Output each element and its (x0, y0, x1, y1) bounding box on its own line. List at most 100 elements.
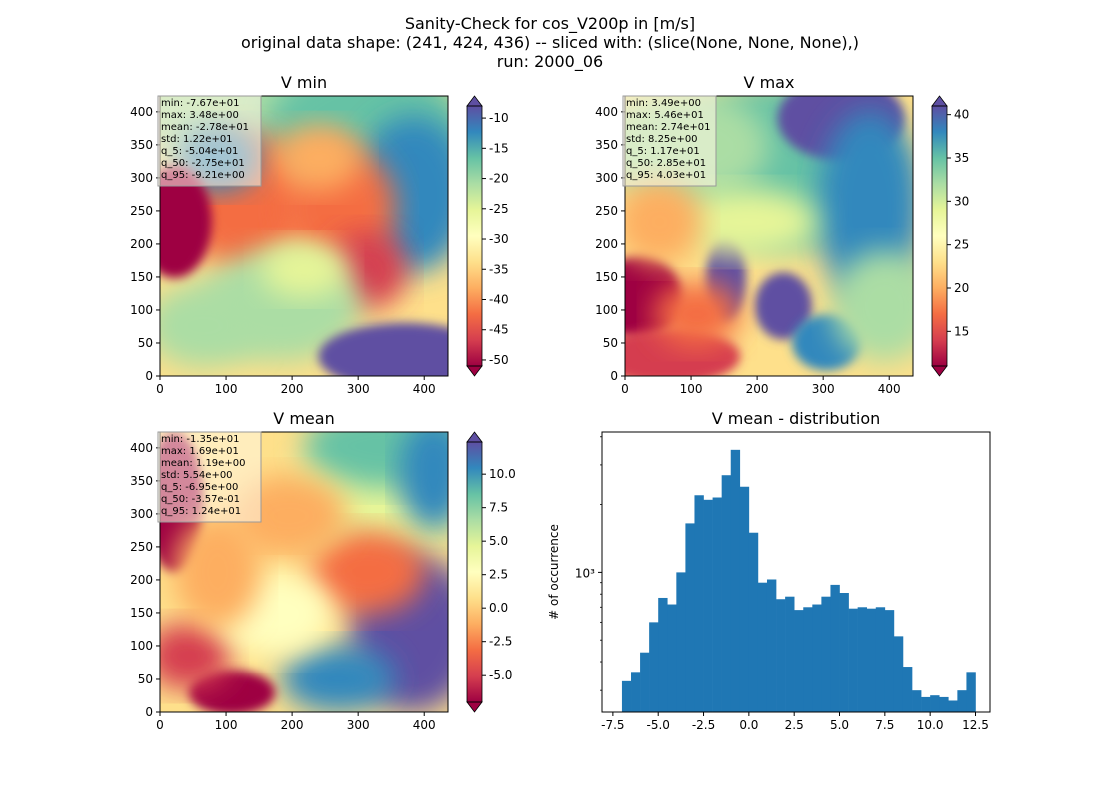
heatmap-region (399, 432, 448, 530)
x-tick-label: 200 (281, 382, 304, 396)
histogram-bar (884, 610, 895, 712)
heatmap-region (625, 180, 703, 264)
colorbar-frame (931, 105, 948, 367)
y-tick-label: 400 (130, 105, 153, 119)
heatmap-region (832, 250, 913, 362)
histogram-bar (912, 690, 922, 712)
y-tick-label: 350 (595, 138, 618, 152)
colorbar-gradient (467, 106, 482, 366)
y-axis: 10³ # of occurrence (547, 436, 602, 691)
histogram-bar (902, 667, 913, 712)
stats-line: q_95: -9.21e+00 (161, 170, 245, 181)
y-tick-label: 250 (130, 204, 153, 218)
colorbar-tick-label: 15 (954, 324, 969, 338)
histogram-bar (875, 607, 886, 712)
histogram-bar (803, 607, 813, 712)
histogram-bar (821, 596, 831, 712)
colorbar-tick-label: -40 (489, 292, 509, 306)
y-tick-label: 400 (595, 105, 618, 119)
colorbar-tick-label: 10.0 (489, 467, 516, 481)
y-tick-label: 10³ (575, 566, 595, 580)
colorbar-tick-label: -45 (489, 323, 509, 337)
panel-title: V mean (273, 409, 334, 428)
colorbar-tick-label: -10 (489, 111, 509, 125)
heatmap-region (160, 166, 212, 278)
y-tick-label: 0 (145, 705, 153, 719)
colorbar-tick-label: 25 (954, 238, 969, 252)
y-axis: 0 50 100 150 200 250 300 350 400 (595, 105, 625, 383)
x-tick-label: -5.0 (646, 718, 669, 732)
colorbar: -5.0 -2.5 0.0 2.5 5.0 7.5 10.0 (466, 431, 516, 713)
colorbar-frame (466, 441, 483, 703)
histogram-bar (966, 672, 976, 712)
heatmap-region (160, 622, 232, 690)
heatmap-region (275, 124, 362, 192)
y-tick-label: 200 (130, 237, 153, 251)
x-tick-label: 0.0 (739, 718, 758, 732)
stats-line: q_50: -2.75e+01 (161, 158, 245, 169)
heatmap-region (673, 188, 818, 256)
y-tick-label: 350 (130, 138, 153, 152)
histogram-bar (866, 608, 877, 712)
x-tick-label: 400 (878, 382, 901, 396)
figure-title-line-2: original data shape: (241, 424, 436) -- … (241, 33, 859, 52)
histogram-bar (658, 597, 668, 712)
axes-frame (624, 95, 914, 377)
colorbar-tick-label: 5.0 (489, 534, 508, 548)
colorbar-tick-label: 30 (954, 194, 969, 208)
stats-line: min: -7.67e+01 (161, 98, 240, 109)
y-tick-label: 50 (138, 672, 153, 686)
colorbar-tick-label: -15 (489, 141, 509, 155)
stats-line: q_5: -6.95e+00 (161, 482, 238, 493)
y-tick-label: 0 (610, 369, 618, 383)
histogram-bar (739, 486, 750, 712)
stats-line: std: 5.54e+00 (161, 470, 233, 481)
histogram-bar (957, 690, 967, 712)
figure-title-line-1: Sanity-Check for cos_V200p in [m/s] (404, 14, 696, 33)
y-tick-label: 100 (595, 303, 618, 317)
x-tick-label: 300 (347, 382, 370, 396)
y-tick-label: 200 (595, 237, 618, 251)
x-tick-label: 12.5 (962, 718, 989, 732)
y-tick-label: 100 (130, 639, 153, 653)
x-tick-label: 0 (156, 382, 164, 396)
histogram-bars (621, 449, 976, 712)
histogram-bar (757, 582, 768, 712)
y-tick-label: 300 (130, 507, 153, 521)
x-tick-label: -2.5 (692, 718, 715, 732)
x-axis: -7.5 -5.0 -2.5 0.0 2.5 5.0 7.5 10.0 12.5 (601, 712, 989, 732)
stats-line: mean: 1.19e+00 (161, 458, 245, 469)
colorbar-gradient (467, 442, 482, 702)
x-tick-label: 10.0 (917, 718, 944, 732)
y-tick-label: 250 (130, 540, 153, 554)
histogram-bar (766, 579, 777, 712)
histogram-bar (721, 475, 732, 712)
x-tick-label: 100 (215, 718, 238, 732)
histogram-bar (703, 499, 713, 712)
x-tick-label: 400 (413, 718, 436, 732)
colorbar-tick-label: -50 (489, 353, 509, 367)
colorbar-tick-label: -35 (489, 262, 509, 276)
stats-line: q_5: -5.04e+01 (161, 146, 238, 157)
x-axis: 0 100 200 300 400 (621, 376, 901, 396)
colorbar-tick-label: 35 (954, 151, 969, 165)
colorbar-tick-label: 7.5 (489, 501, 508, 515)
colorbar-extend-min (466, 365, 483, 377)
x-tick-label: 300 (347, 718, 370, 732)
colorbar-extend-min (931, 365, 948, 377)
y-tick-label: 50 (603, 336, 618, 350)
panel-title: V min (281, 73, 327, 92)
heatmap-region (260, 241, 348, 298)
histogram-bar (730, 449, 741, 712)
y-axis-label: # of occurrence (547, 524, 561, 620)
y-tick-label: 150 (130, 270, 153, 284)
heatmap-region (174, 516, 261, 628)
stats-line: min: 3.49e+00 (626, 98, 701, 109)
histogram-bar (748, 532, 759, 712)
figure-title-line-3: run: 2000_06 (496, 52, 604, 71)
y-tick-label: 150 (130, 606, 153, 620)
x-tick-label: 5.0 (830, 718, 849, 732)
y-tick-label: 300 (595, 171, 618, 185)
